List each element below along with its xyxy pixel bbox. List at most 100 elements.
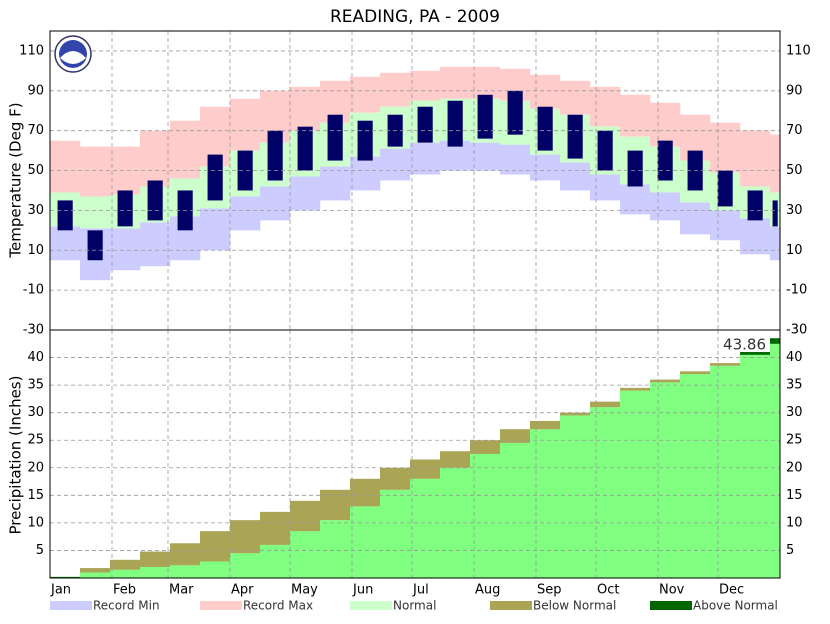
x-tick-label: Apr [231, 583, 254, 598]
observed-bar [772, 200, 778, 227]
record-min-bar [530, 154, 561, 181]
x-tick-label: May [291, 583, 318, 598]
y2-tick-label: 30 [786, 405, 803, 420]
legend-label: Normal [393, 599, 436, 613]
y2-tick-label: 110 [786, 43, 811, 58]
below-normal-bar [260, 511, 291, 545]
observed-precip-bar [500, 442, 531, 578]
y-tick-label: -30 [23, 323, 44, 338]
record-min-bar [110, 228, 141, 271]
record-max-bar [230, 98, 261, 151]
observed-precip-bar [200, 561, 231, 578]
y-tick-label: 25 [27, 433, 44, 448]
observed-precip-bar [140, 566, 171, 578]
above-normal-bar [50, 576, 81, 578]
record-min-bar [560, 162, 591, 191]
record-max-bar [410, 70, 441, 101]
legend-swatch [50, 601, 92, 610]
observed-precip-bar [410, 478, 441, 578]
x-tick-label: Dec [719, 583, 744, 598]
y-tick-label: 10 [27, 515, 44, 530]
y2-tick-label: 5 [786, 543, 794, 558]
y-tick-label: 70 [27, 123, 44, 138]
below-normal-bar [350, 478, 381, 507]
x-tick-label: Mar [169, 583, 194, 598]
observed-precip-bar [170, 565, 201, 578]
record-min-bar [200, 208, 231, 251]
plots: -30 -30 -10 -10 10 10 30 30 50 50 70 70 90 90 110 110 43… [19, 31, 811, 613]
record-max-bar [350, 76, 381, 113]
below-normal-bar [470, 440, 501, 454]
y-tick-label: 15 [27, 488, 44, 503]
observed-bar [207, 154, 223, 201]
observed-bar [597, 130, 613, 171]
record-min-bar [320, 166, 351, 201]
observed-bar [297, 126, 313, 171]
y2-tick-label: -10 [786, 283, 807, 298]
record-min-bar [740, 218, 771, 255]
noaa-logo [54, 35, 92, 73]
observed-bar [117, 190, 133, 227]
record-min-bar [140, 222, 171, 267]
observed-precip-bar [380, 489, 411, 578]
y2-tick-label: 70 [786, 123, 803, 138]
observed-precip-bar [650, 382, 681, 578]
legend-swatch [650, 601, 692, 610]
observed-bar [477, 94, 493, 139]
record-max-bar [170, 120, 201, 179]
legend-label: Above Normal [693, 599, 778, 613]
y2-tick-label: 40 [786, 350, 803, 365]
below-normal-bar [80, 568, 111, 573]
below-normal-bar [320, 489, 351, 521]
legend-swatch [490, 601, 532, 610]
y-tick-label: 30 [27, 405, 44, 420]
below-normal-bar [200, 531, 231, 562]
record-max-bar [530, 74, 561, 109]
record-min-bar [710, 210, 741, 241]
y2-tick-label: 10 [786, 515, 803, 530]
observed-precip-bar [260, 544, 291, 578]
below-normal-bar [440, 451, 471, 468]
below-normal-bar [590, 401, 621, 408]
below-normal-bar [620, 387, 651, 391]
record-min-bar [770, 226, 781, 261]
record-max-bar [380, 72, 411, 107]
observed-precip-bar [680, 374, 711, 578]
observed-bar [507, 90, 523, 135]
x-tick-label: Jun [352, 583, 373, 598]
below-normal-bar [530, 420, 561, 430]
below-normal-bar [290, 500, 321, 532]
below-normal-bar [710, 363, 741, 366]
y2-tick-label: 25 [786, 433, 803, 448]
record-max-bar [620, 94, 651, 137]
observed-bar [447, 100, 463, 147]
record-min-bar [620, 184, 651, 215]
y2-tick-label: 90 [786, 83, 803, 98]
y-tick-label: 40 [27, 350, 44, 365]
below-normal-bar [680, 371, 711, 375]
record-min-bar [410, 142, 441, 175]
observed-bar [567, 114, 583, 159]
y-tick-label: 20 [27, 460, 44, 475]
observed-bar [417, 106, 433, 143]
below-normal-bar [230, 520, 261, 554]
record-max-bar [560, 80, 591, 115]
observed-precip-bar [230, 553, 261, 578]
y2-tick-label: 10 [786, 243, 803, 258]
legend-label: Record Min [93, 599, 160, 613]
y2-tick-label: 35 [786, 378, 803, 393]
observed-precip-bar [770, 338, 781, 578]
chart-title: READING, PA - 2009 [330, 7, 500, 27]
x-tick-label: Oct [597, 583, 619, 598]
below-normal-bar [410, 459, 441, 479]
below-normal-bar [110, 559, 141, 570]
record-min-bar [590, 174, 621, 201]
observed-precip-bar [470, 454, 501, 578]
legend-swatch [350, 601, 392, 610]
annotation: 43.86 [723, 336, 766, 354]
record-max-bar [650, 102, 681, 147]
y-tick-label: 30 [27, 203, 44, 218]
observed-precip-bar [350, 506, 381, 578]
record-max-bar [740, 130, 771, 187]
